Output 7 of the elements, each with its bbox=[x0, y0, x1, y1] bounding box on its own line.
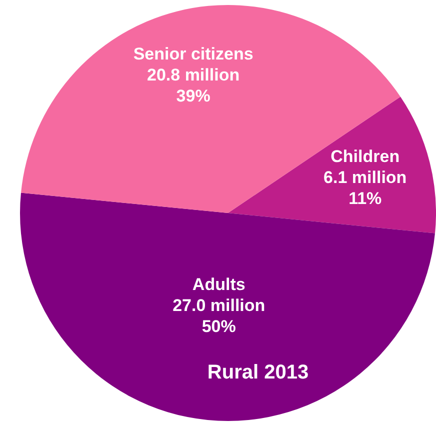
text: Rural 2013 bbox=[207, 362, 309, 384]
slice-label: Adults bbox=[192, 274, 246, 294]
slice-label: Senior citizens bbox=[133, 44, 254, 64]
data-label: 20.8 million 39% bbox=[147, 66, 240, 106]
data-label: 27.0 million 50% bbox=[172, 296, 266, 336]
slice-label: Children bbox=[330, 146, 400, 166]
data-label: 6.1 million 11% bbox=[324, 168, 407, 208]
